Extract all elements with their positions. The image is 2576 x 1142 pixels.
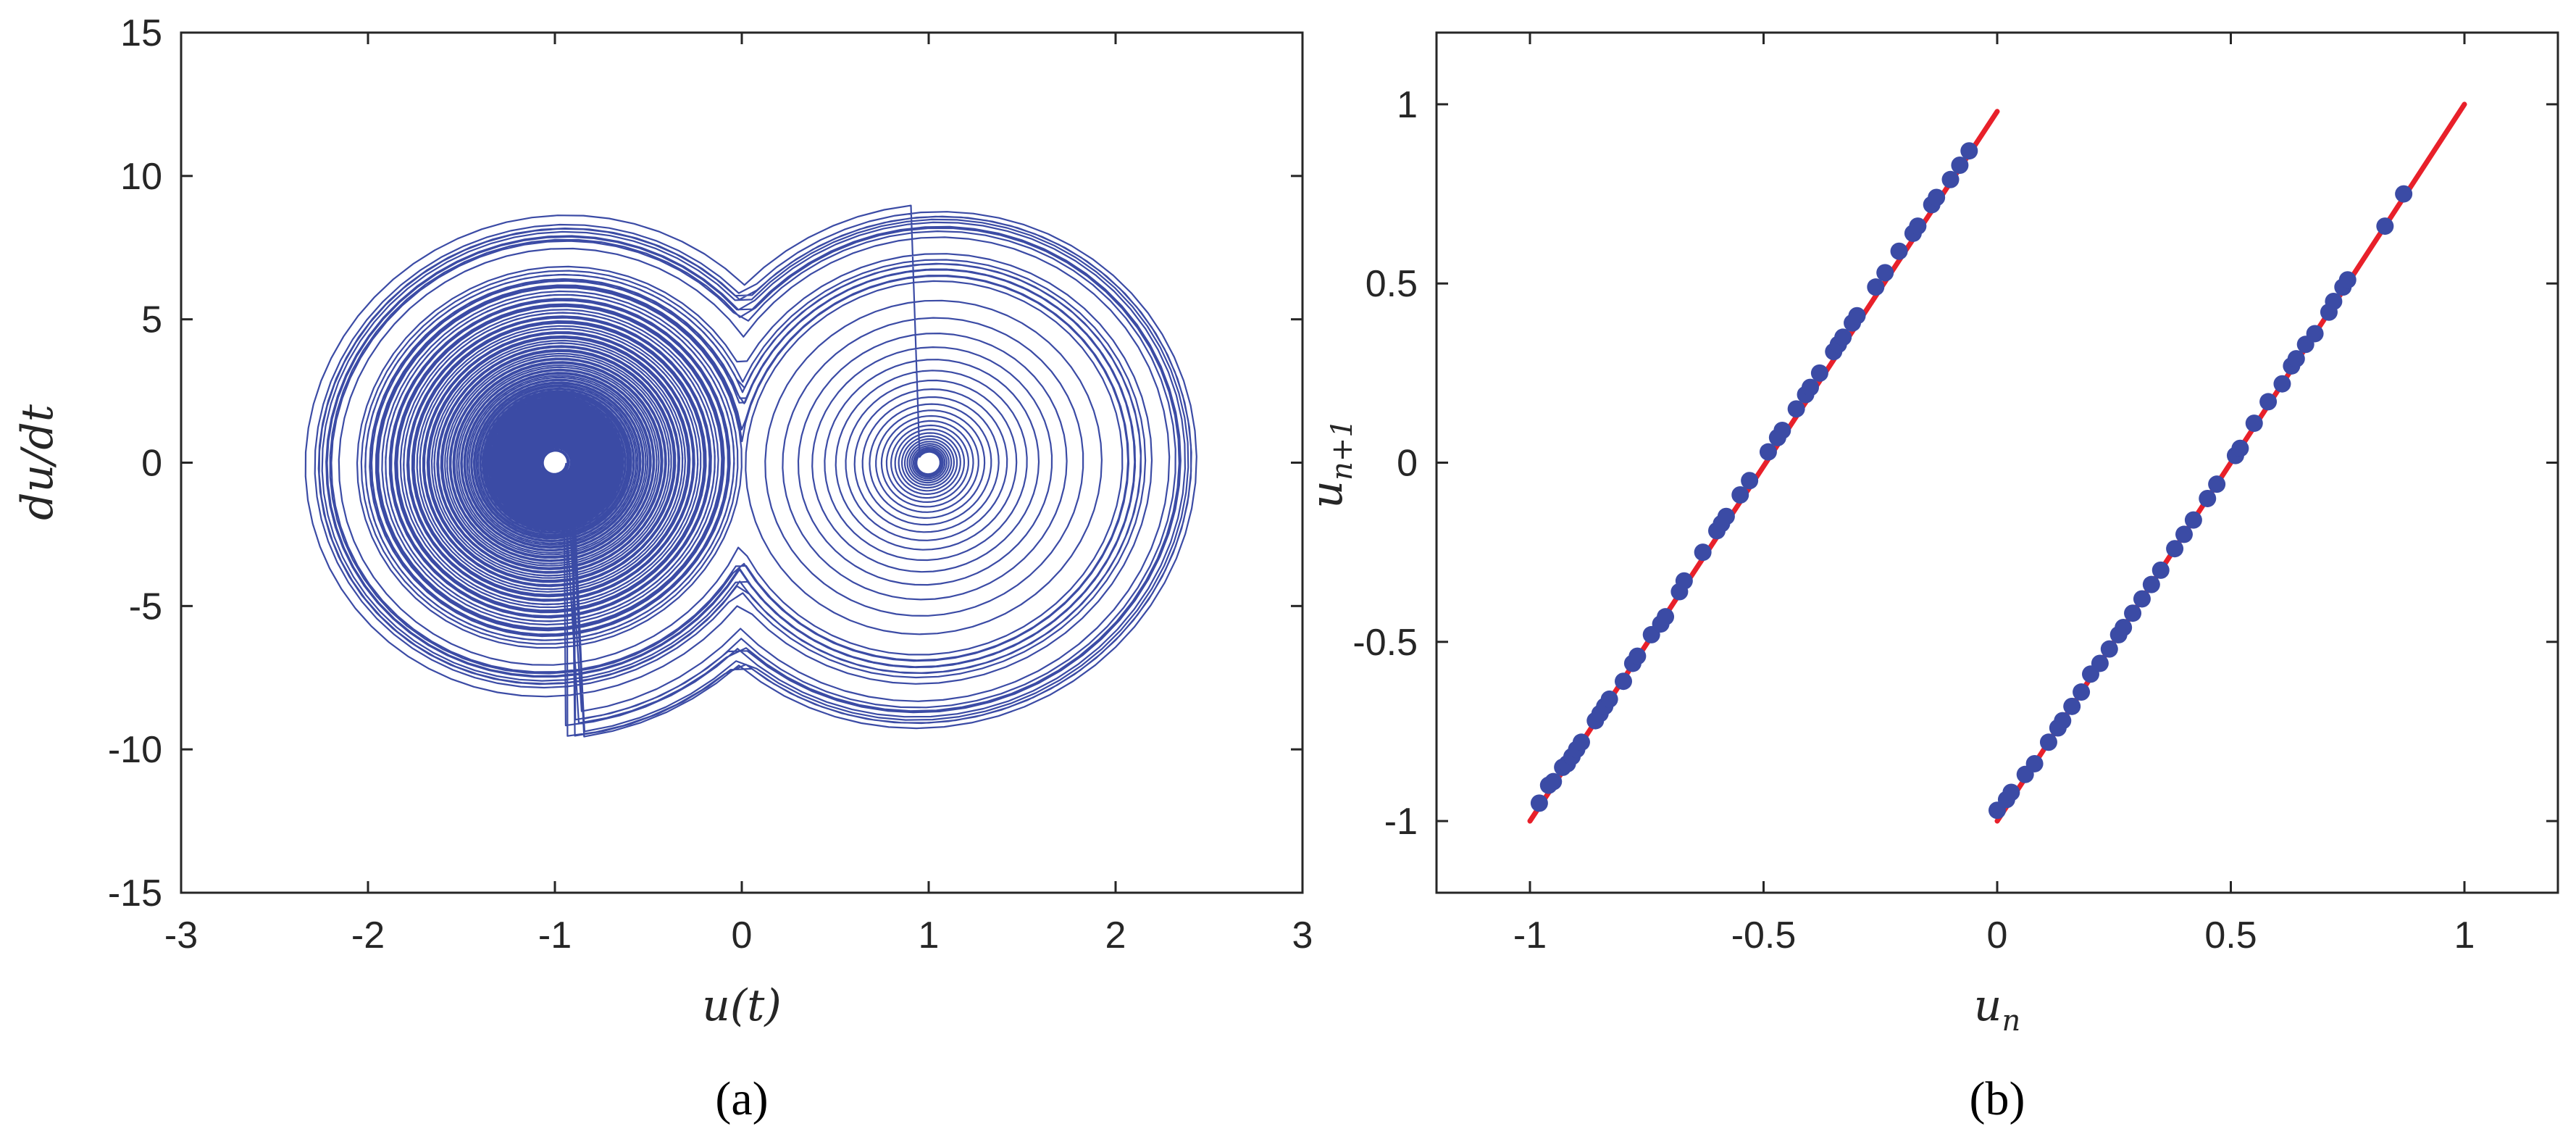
map-point [2231,439,2249,457]
map-point [2002,783,2020,801]
b-ytick-label: 0 [1397,443,1418,485]
map-point [2306,325,2324,343]
a-ytick-label: 0 [141,443,162,485]
map-point [2166,540,2184,558]
panel-b-axes-box [1435,31,2559,894]
panel-b: -1 -0.5 0 0.5 1 1 0.5 0 -0.5 -1 un un+1 (b) [1302,31,2559,1125]
map-point [1960,142,1978,160]
map-point [1741,472,1759,490]
panel-b-ylabel: un+1 [1302,419,1359,508]
map-point [2338,271,2357,289]
map-point [2376,217,2394,236]
a-xtick-label: -3 [164,914,198,956]
map-point [1717,507,1735,525]
b-ytick-label: 0.5 [1366,263,1418,305]
map-point [2287,350,2305,368]
a-xtick-label: -1 [538,914,572,956]
a-xtick-label: 0 [732,914,753,956]
map-point [2063,697,2081,715]
panel-a-ylabel: du/dt [12,404,63,520]
map-point [2124,604,2142,622]
map-point [1600,690,1618,708]
panel-a-y-ticks: 15 10 5 0 -5 -10 -15 [108,12,1302,914]
panel-a-x-ticks: -3 -2 -1 0 1 2 3 [164,33,1313,956]
map-point [1530,794,1548,812]
map-point [2100,640,2118,658]
map-point [1628,647,1647,665]
a-xtick-label: 2 [1105,914,1126,956]
map-point [1834,328,1852,346]
panel-a-xlabel: u(t) [702,980,782,1031]
map-point [2115,619,2133,637]
map-point [1941,170,1960,188]
map-point [2039,733,2057,751]
map-point [1731,486,1749,504]
map-point [1773,421,1791,439]
return-map [1527,101,2467,824]
map-point [2273,375,2291,393]
a-ytick-label: -15 [108,872,162,914]
map-point [1890,242,1908,260]
map-point [2245,414,2263,433]
b-xtick-label: 0 [1987,914,2008,956]
map-point [1928,188,1946,207]
map-point [1572,733,1590,751]
map-point [1876,264,1894,282]
b-xtick-label: -1 [1513,914,1547,956]
b-xtick-label: 0.5 [2204,914,2257,956]
map-point [1867,278,1885,296]
a-ytick-label: -5 [129,585,162,628]
map-point [1787,400,1805,418]
map-point [1810,364,1828,382]
phase-trajectory [304,204,1197,738]
svg-text:un+1: un+1 [1302,419,1359,508]
map-point [2142,575,2160,593]
a-xtick-label: -2 [351,914,385,956]
map-point [2175,525,2193,543]
map-point [2395,185,2413,203]
a-ytick-label: -10 [108,729,162,771]
panel-b-y-ticks: 1 0.5 0 -0.5 -1 [1352,84,2558,843]
map-point [1759,443,1777,461]
map-point [1802,378,1819,396]
b-xtick-label: -0.5 [1731,914,1797,956]
map-point [2199,489,2217,507]
map-point [2073,683,2091,701]
b-ytick-label: -0.5 [1352,622,1418,664]
map-point [1615,672,1632,691]
map-point [1694,543,1712,562]
map-point [1848,307,1866,325]
panel-b-xlabel: un [1974,980,2020,1038]
panel-a-label: (a) [715,1072,768,1125]
b-ytick-label: -1 [1384,801,1418,843]
a-xtick-label: 3 [1292,914,1313,956]
b-ytick-label: 1 [1397,84,1418,126]
a-ytick-label: 10 [120,156,162,198]
map-point [2184,511,2202,529]
panel-b-x-ticks: -1 -0.5 0 0.5 1 [1513,33,2475,956]
a-xtick-label: 1 [919,914,940,956]
map-point [2259,393,2278,411]
map-point [1909,217,1927,236]
map-point [2054,712,2072,730]
trajectory-line [304,204,1197,738]
map-point [2025,754,2044,772]
map-point [2133,590,2151,608]
b-xtick-label: 1 [2454,914,2475,956]
a-ytick-label: 15 [120,12,162,54]
map-point [2151,561,2170,579]
map-point [1544,772,1563,791]
map-point [1657,608,1675,626]
panel-b-label: (b) [1970,1072,2025,1125]
map-point [1951,156,1969,174]
map-point [2208,475,2226,493]
map-point [2091,654,2109,672]
a-ytick-label: 5 [141,299,162,341]
map-point [2325,292,2343,310]
map-point [1675,572,1693,590]
